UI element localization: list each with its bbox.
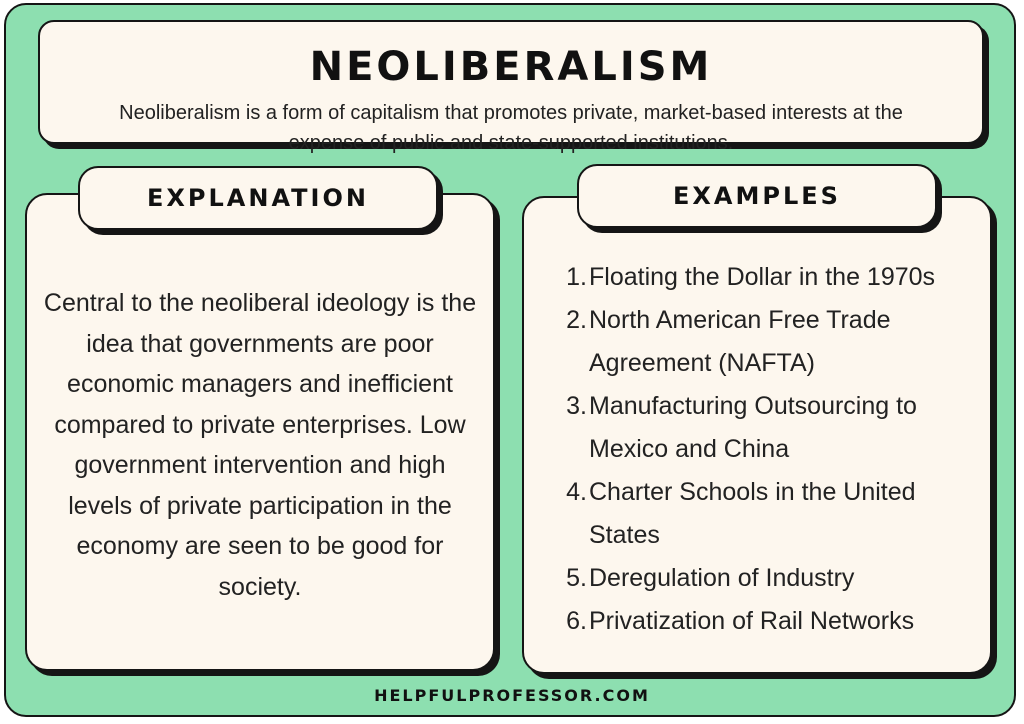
list-item: 5. Deregulation of Industry [560, 557, 980, 600]
list-item: 3. Manufacturing Outsourcing to Mexico an… [560, 385, 980, 471]
list-item-number: 6. [566, 607, 587, 635]
list-item-number: 1. [566, 263, 587, 291]
list-item-text: Deregulation of Industry [589, 564, 855, 592]
examples-list: 1. Floating the Dollar in the 1970s 2. Nor… [560, 256, 980, 643]
list-item-text: Privatization of Rail Networks [589, 607, 915, 635]
list-item-number: 5. [566, 564, 587, 592]
list-item: 4. Charter Schools in the United States [560, 471, 980, 557]
header-card: NEOLIBERALISM Neoliberalism is a form of… [38, 20, 984, 154]
examples-heading: EXAMPLES [577, 164, 937, 228]
list-item: 1. Floating the Dollar in the 1970s [560, 256, 980, 299]
list-item: 6. Privatization of Rail Networks [560, 600, 980, 643]
page-subtitle: Neoliberalism is a form of capitalism th… [119, 102, 903, 154]
page-title: NEOLIBERALISM [309, 44, 713, 90]
list-item-text: Charter Schools in the United States [589, 478, 916, 549]
list-item-text: Floating the Dollar in the 1970s [589, 263, 936, 291]
footer-site-link[interactable]: HELPFULPROFESSOR.COM [374, 686, 650, 705]
list-item-number: 2. [566, 306, 587, 334]
explanation-text: Central to the neoliberal ideology is th… [43, 289, 477, 601]
examples-panel: 1. Floating the Dollar in the 1970s 2. Nor… [522, 196, 992, 674]
list-item-number: 4. [566, 478, 587, 506]
list-item-text: Manufacturing Outsourcing to Mexico and … [589, 392, 917, 463]
explanation-heading: EXPLANATION [78, 166, 438, 230]
explanation-panel: Central to the neoliberal ideology is th… [25, 193, 495, 671]
list-item: 2. North American Free Trade Agreement (N… [560, 299, 980, 385]
list-item-number: 3. [566, 392, 587, 420]
list-item-text: North American Free Trade Agreement (NAF… [589, 306, 891, 377]
